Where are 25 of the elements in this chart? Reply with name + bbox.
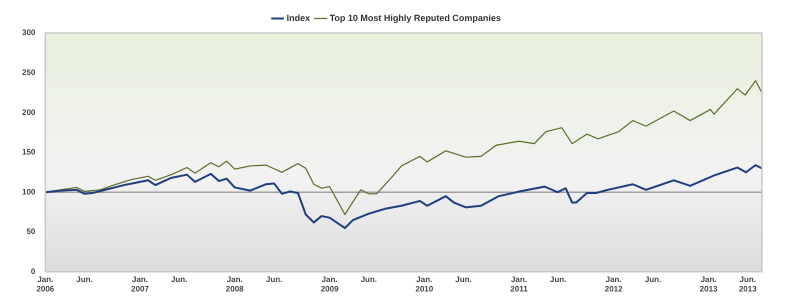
- x-tick-label: Jan. 2009: [320, 274, 340, 294]
- x-tick-label: Jan. 2007: [131, 274, 150, 294]
- x-tick-label: Jun.: [644, 274, 662, 284]
- x-tick-label: Jun.: [170, 274, 188, 284]
- x-tick-label: Jun.: [550, 274, 566, 284]
- x-tick-label: Jun.: [360, 274, 378, 284]
- y-tick-label: 150: [22, 148, 36, 157]
- legend-label: Index: [286, 12, 310, 23]
- legend-label: Top 10 Most Highly Reputed Companies: [330, 12, 501, 23]
- y-tick-label: 300: [22, 28, 36, 38]
- x-tick-label: Jun.: [266, 274, 282, 284]
- y-tick-label: 0: [30, 267, 36, 276]
- x-tick-label: Jan. 2013: [700, 274, 718, 294]
- x-tick-label: Jan. 2010: [415, 274, 434, 294]
- x-tick-label: Jun.: [76, 274, 93, 284]
- y-tick-label: 200: [22, 108, 36, 117]
- y-tick-label: 50: [26, 227, 36, 236]
- x-tick-label: Jun.: [455, 274, 472, 284]
- x-tick-label: Jan. 2012: [604, 274, 624, 294]
- x-tick-label: Jan. 2006: [36, 274, 55, 294]
- y-tick-label: 250: [22, 68, 36, 78]
- x-tick-label: Jan. 2008: [226, 274, 244, 294]
- y-tick-label: 100: [22, 187, 36, 196]
- x-tick-label: Jun. 2013: [738, 274, 758, 294]
- x-tick-label: Jan. 2011: [510, 274, 528, 294]
